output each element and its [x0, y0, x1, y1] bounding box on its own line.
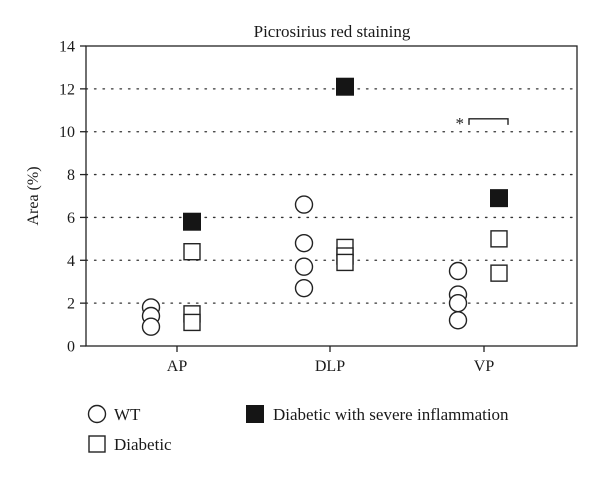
legend-marker [246, 405, 264, 423]
y-tick-label: 8 [67, 167, 75, 184]
y-tick-label: 10 [59, 124, 75, 141]
legend-label: Diabetic [114, 435, 172, 454]
legend-marker [88, 435, 106, 453]
legend-label: WT [114, 405, 141, 424]
x-tick-label: VP [474, 358, 495, 375]
grid-lines [85, 88, 578, 304]
x-tick-label: AP [167, 358, 188, 375]
y-tick-label: 0 [67, 339, 75, 356]
data-point [183, 212, 201, 231]
data-point [448, 261, 468, 281]
data-point [448, 293, 468, 313]
chart-title: Picrosirius red staining [254, 22, 411, 41]
data-point [183, 313, 201, 332]
data-point [490, 230, 508, 248]
x-axis-ticks: AP DLP VP [167, 346, 495, 375]
y-tick-label: 12 [59, 81, 75, 98]
data-point [183, 243, 201, 261]
y-tick-label: 4 [67, 253, 75, 270]
y-tick-label: 6 [67, 210, 75, 227]
data-point [336, 253, 354, 272]
plot-border [85, 45, 578, 347]
y-tick-label: 2 [67, 296, 75, 313]
data-point [294, 257, 314, 276]
legend-marker [87, 404, 107, 424]
data-point [294, 233, 314, 253]
data-points [141, 77, 508, 336]
x-tick-label: DLP [315, 358, 345, 375]
data-point [490, 264, 508, 282]
annotations: * [456, 114, 509, 133]
legend: WT Diabetic Diabetic with severe inflammat… [87, 404, 509, 454]
significance-bracket [468, 118, 509, 125]
data-point [294, 195, 314, 214]
legend-label: Diabetic with severe inflammation [273, 405, 509, 424]
plot-frame [85, 45, 578, 347]
y-axis-ticks: 0 2 4 6 8 10 12 14 [59, 39, 86, 356]
significance-star: * [456, 114, 465, 133]
data-point [448, 311, 468, 330]
data-point [141, 317, 161, 336]
data-point [294, 278, 314, 298]
data-point [490, 189, 508, 208]
y-axis-label: Area (%) [25, 166, 42, 225]
y-tick-label: 14 [59, 39, 75, 56]
data-point [336, 77, 354, 96]
